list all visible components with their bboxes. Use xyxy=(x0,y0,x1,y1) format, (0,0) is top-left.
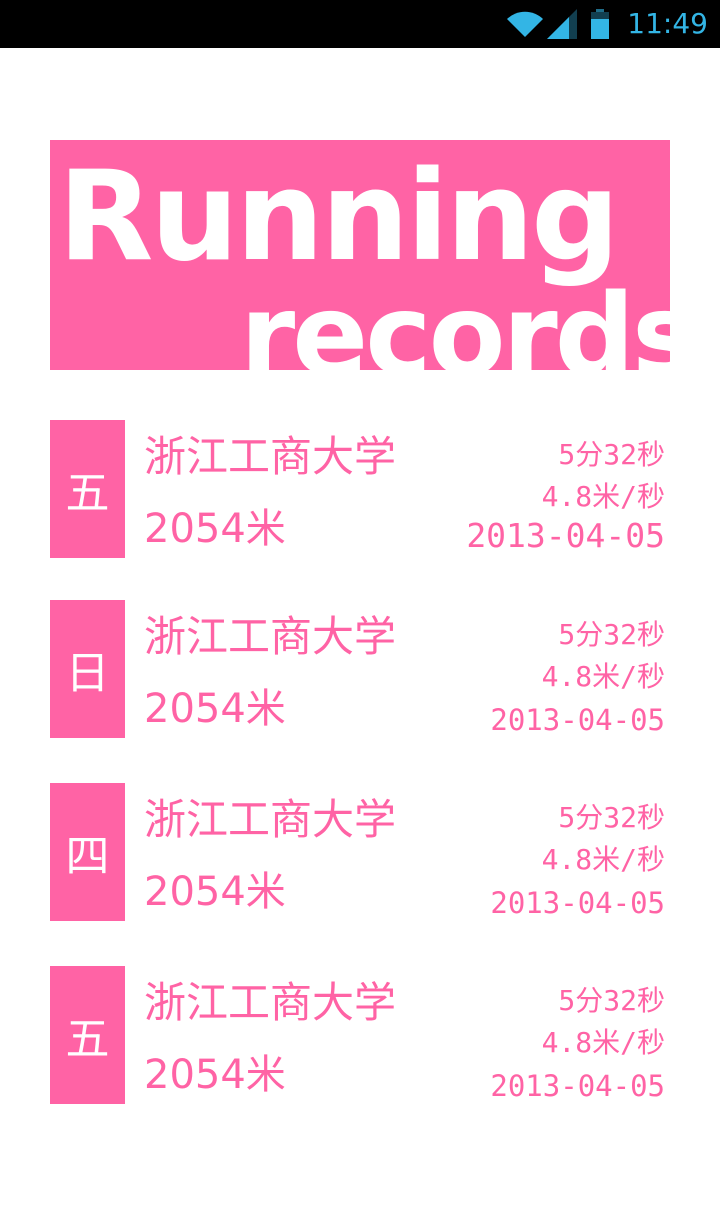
status-icons: 11:49 xyxy=(505,0,708,48)
record-date: 2013-04-05 xyxy=(466,516,665,555)
record-duration: 5分32秒 xyxy=(558,438,665,471)
signal-icon xyxy=(547,9,578,39)
record-speed: 4.8米/秒 xyxy=(541,480,665,513)
record-date: 2013-04-05 xyxy=(490,1069,665,1103)
clock: 11:49 xyxy=(627,7,708,40)
record-duration: 5分32秒 xyxy=(558,618,665,651)
record-location: 浙江工商大学 xyxy=(144,978,397,1027)
weekday-badge: 日 xyxy=(50,600,125,738)
record-item[interactable]: 五 浙江工商大学 2054米 5分32秒 4.8米/秒 2013-04-05 xyxy=(50,420,670,558)
record-date: 2013-04-05 xyxy=(490,703,665,737)
record-location: 浙江工商大学 xyxy=(144,612,397,661)
record-duration: 5分32秒 xyxy=(558,801,665,834)
record-distance: 2054米 xyxy=(144,869,286,915)
record-item[interactable]: 日 浙江工商大学 2054米 5分32秒 4.8米/秒 2013-04-05 xyxy=(50,600,670,738)
record-duration: 5分32秒 xyxy=(558,984,665,1017)
record-location: 浙江工商大学 xyxy=(144,432,397,481)
record-speed: 4.8米/秒 xyxy=(541,843,665,876)
status-bar: 11:49 xyxy=(0,0,720,48)
record-item[interactable]: 四 浙江工商大学 2054米 5分32秒 4.8米/秒 2013-04-05 xyxy=(50,783,670,921)
record-distance: 2054米 xyxy=(144,686,286,732)
record-location: 浙江工商大学 xyxy=(144,795,397,844)
record-date: 2013-04-05 xyxy=(490,886,665,920)
wifi-icon xyxy=(505,9,545,39)
weekday-badge: 五 xyxy=(50,966,125,1104)
record-speed: 4.8米/秒 xyxy=(541,660,665,693)
title-banner xyxy=(50,140,670,370)
title-line-2: records xyxy=(240,271,670,370)
title-line-1: Running xyxy=(58,145,620,289)
weekday-badge: 四 xyxy=(50,783,125,921)
record-distance: 2054米 xyxy=(144,1052,286,1098)
title-banner-text: Running records xyxy=(50,140,670,370)
battery-icon xyxy=(591,9,610,39)
weekday-badge: 五 xyxy=(50,420,125,558)
record-speed: 4.8米/秒 xyxy=(541,1026,665,1059)
record-distance: 2054米 xyxy=(144,506,286,552)
record-item[interactable]: 五 浙江工商大学 2054米 5分32秒 4.8米/秒 2013-04-05 xyxy=(50,966,670,1104)
